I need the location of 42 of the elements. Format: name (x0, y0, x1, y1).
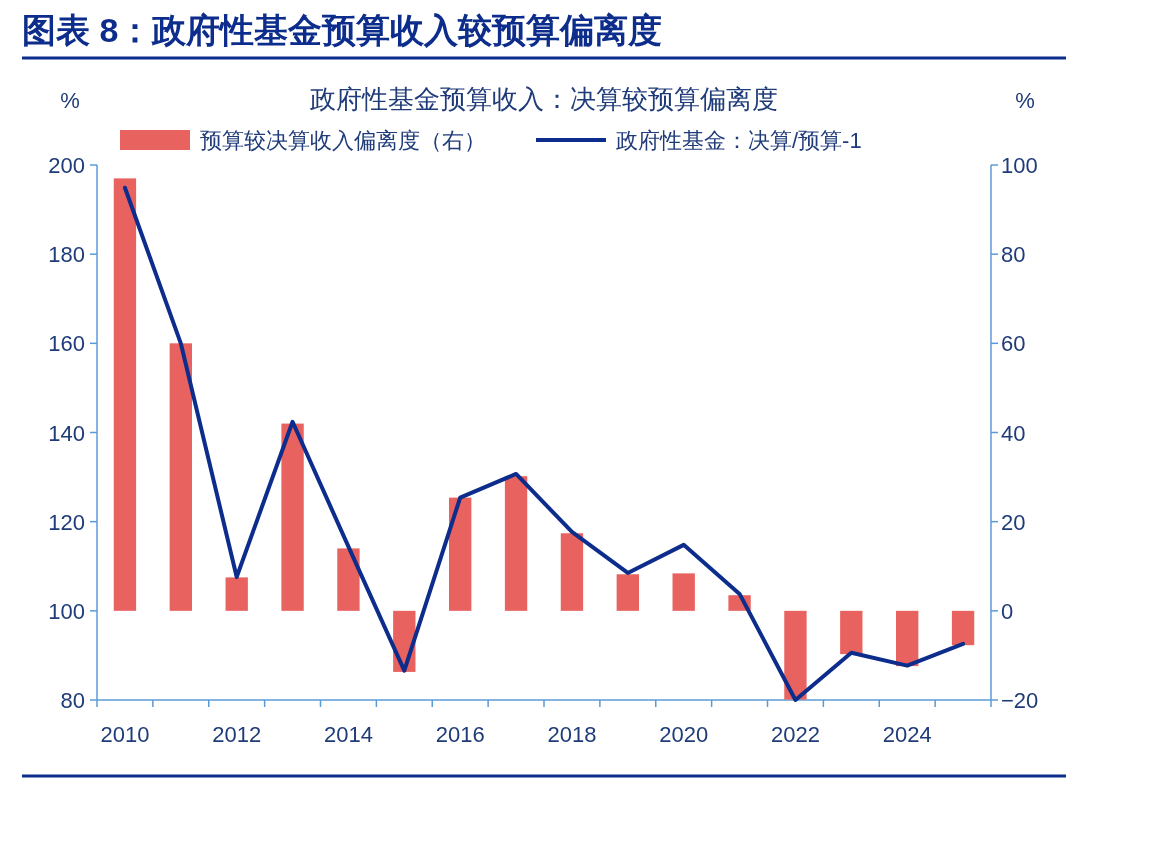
x-tick-label: 2012 (212, 722, 262, 747)
y2-tick-label: 20 (1001, 509, 1026, 535)
y2-tick-label: 100 (1001, 153, 1038, 178)
y-tick-label: 180 (48, 242, 85, 268)
legend-label: 预算较决算收入偏离度（右） (200, 128, 486, 153)
bar (169, 343, 192, 611)
x-tick-label: 2020 (659, 722, 709, 747)
bar (951, 610, 975, 646)
x-tick-label: 2018 (547, 722, 597, 747)
x-tick-label: 2014 (323, 722, 373, 747)
bar (616, 574, 639, 611)
bar (560, 533, 584, 611)
bar (113, 178, 137, 611)
y-axis-title: % (60, 88, 80, 113)
bar (504, 476, 528, 611)
y-tick-label: 80 (60, 688, 85, 713)
chart-subtitle: 政府性基金预算收入：决算较预算偏离度 (310, 84, 778, 114)
bar (896, 610, 919, 667)
bar (281, 423, 304, 611)
y-tick-label: 100 (48, 598, 85, 624)
y-tick-label: 160 (48, 331, 85, 357)
chart-title: 图表 8：政府性基金预算收入较预算偏离度 (22, 11, 663, 49)
bar (672, 573, 695, 611)
bar (449, 497, 472, 611)
y2-tick-label: 0 (1001, 598, 1014, 624)
bar (337, 548, 360, 611)
y2-axis-title: % (1015, 88, 1035, 113)
legend-label: 政府性基金：决算/预算-1 (616, 128, 862, 153)
y2-tick-label: 40 (1001, 420, 1026, 446)
y-tick-label: 120 (48, 509, 85, 535)
y2-tick-label: 80 (1001, 242, 1026, 268)
y-tick-label: 140 (48, 420, 85, 446)
x-tick-label: 2016 (435, 722, 485, 747)
y-tick-label: 200 (48, 153, 85, 178)
x-tick-label: 2010 (100, 722, 150, 747)
bar (784, 610, 807, 700)
y2-tick-label: −20 (1001, 688, 1039, 713)
x-tick-label: 2022 (770, 722, 820, 747)
y2-tick-label: 60 (1001, 331, 1026, 357)
x-tick-label: 2024 (882, 722, 932, 747)
bar (225, 577, 248, 611)
bar (840, 610, 863, 655)
